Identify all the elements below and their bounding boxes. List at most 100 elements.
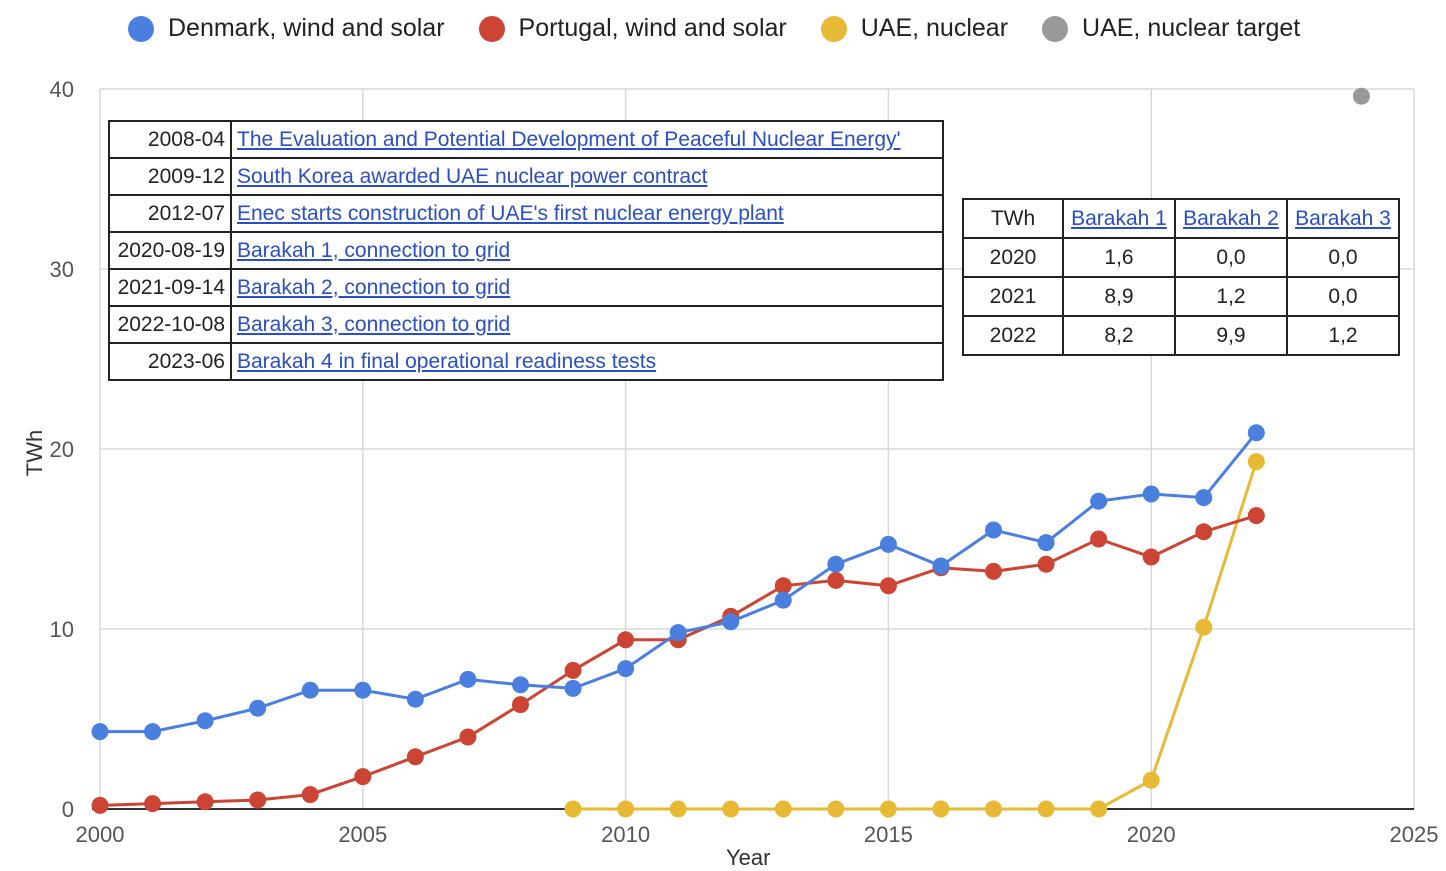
x-axis-title: Year — [726, 845, 771, 870]
legend-label: Denmark, wind and solar — [168, 14, 445, 42]
legend-item-portugal[interactable]: Portugal, wind and solar — [478, 14, 787, 43]
data-point — [879, 535, 897, 553]
legend-item-uae-nuclear[interactable]: UAE, nuclear — [820, 14, 1009, 43]
data-point — [1090, 492, 1108, 510]
data-point — [932, 800, 950, 818]
x-tick-label: 2000 — [76, 822, 125, 847]
data-point — [406, 748, 424, 766]
legend-item-uae-target[interactable]: UAE, nuclear target — [1042, 14, 1300, 43]
table-row: 2022-10-08 Barakah 3, connection to grid — [108, 305, 944, 344]
data-point — [774, 591, 792, 609]
data-point — [774, 800, 792, 818]
y-axis-title: TWh — [22, 429, 48, 477]
legend-label: UAE, nuclear — [860, 14, 1009, 42]
data-point — [1090, 530, 1108, 548]
data-point — [1195, 489, 1213, 507]
data-point — [617, 631, 635, 649]
data-point — [827, 800, 845, 818]
table-cell: 2022 — [962, 315, 1064, 356]
event-link[interactable]: Barakah 2, connection to grid — [237, 275, 511, 299]
data-point — [1090, 800, 1108, 818]
data-point — [354, 768, 372, 786]
x-tick-label: 2015 — [864, 822, 913, 847]
table-cell: 1,2 — [1286, 315, 1400, 356]
legend-item-denmark[interactable]: Denmark, wind and solar — [128, 14, 445, 43]
table-row: 2020 1,6 0,0 0,0 — [962, 237, 1400, 278]
table-cell: 2021 — [962, 276, 1064, 317]
data-point — [722, 800, 740, 818]
data-point — [1037, 800, 1055, 818]
table-row: 2012-07 Enec starts construction of UAE'… — [108, 194, 944, 233]
table-header-row: TWh Barakah 1 Barakah 2 Barakah 3 — [962, 198, 1400, 239]
legend: Denmark, wind and solar Portugal, wind a… — [128, 14, 1300, 43]
table-cell: 1,6 — [1062, 237, 1176, 278]
series — [91, 87, 1370, 818]
table-cell: 8,9 — [1062, 276, 1176, 317]
table-cell: 0,0 — [1286, 276, 1400, 317]
data-point — [669, 800, 687, 818]
event-date: 2012-07 — [108, 194, 232, 233]
column-header-link[interactable]: Barakah 3 — [1295, 206, 1391, 230]
event-link[interactable]: Enec starts construction of UAE's first … — [237, 201, 784, 225]
data-point — [144, 795, 162, 813]
table-cell: 9,9 — [1174, 315, 1288, 356]
table-cell: 8,2 — [1062, 315, 1176, 356]
x-tick-label: 2020 — [1127, 822, 1176, 847]
column-header-link[interactable]: Barakah 1 — [1071, 206, 1167, 230]
y-tick-label: 20 — [50, 437, 74, 462]
data-point — [459, 728, 477, 746]
legend-dot-icon — [1042, 15, 1069, 42]
data-point — [511, 696, 529, 714]
event-link[interactable]: Barakah 4 in final operational readiness… — [237, 349, 657, 373]
data-point — [354, 681, 372, 699]
data-point — [1142, 485, 1160, 503]
series-line — [573, 461, 1258, 811]
table-cell: 2020 — [962, 237, 1064, 278]
data-point — [301, 786, 319, 804]
data-point — [301, 681, 319, 699]
data-point — [1247, 507, 1265, 525]
data-point — [564, 800, 582, 818]
column-header: TWh — [962, 198, 1064, 239]
event-link[interactable]: Barakah 1, connection to grid — [237, 238, 511, 262]
y-tick-label: 10 — [50, 617, 74, 642]
event-date: 2022-10-08 — [108, 305, 232, 344]
data-point — [91, 796, 109, 814]
event-date: 2021-09-14 — [108, 268, 232, 307]
event-date: 2020-08-19 — [108, 231, 232, 270]
data-point — [985, 521, 1003, 539]
event-date: 2009-12 — [108, 157, 232, 196]
events-table: 2008-04 The Evaluation and Potential Dev… — [108, 120, 944, 381]
data-point — [564, 661, 582, 679]
legend-dot-icon — [478, 15, 505, 42]
data-point — [1247, 453, 1265, 471]
series-line — [100, 431, 1258, 734]
column-header-link[interactable]: Barakah 2 — [1183, 206, 1279, 230]
event-date: 2008-04 — [108, 120, 232, 159]
table-row: 2021 8,9 1,2 0,0 — [962, 276, 1400, 317]
data-point — [249, 791, 267, 809]
event-link[interactable]: The Evaluation and Potential Development… — [237, 127, 901, 151]
data-point — [1352, 87, 1370, 105]
data-point — [985, 800, 1003, 818]
legend-dot-icon — [820, 15, 847, 42]
data-point — [196, 793, 214, 811]
data-point — [406, 690, 424, 708]
data-point — [144, 723, 162, 741]
data-point — [722, 613, 740, 631]
data-point — [879, 800, 897, 818]
x-tick-label: 2025 — [1390, 822, 1439, 847]
event-link[interactable]: South Korea awarded UAE nuclear power co… — [237, 164, 708, 188]
data-point — [459, 670, 477, 688]
event-link[interactable]: Barakah 3, connection to grid — [237, 312, 511, 336]
legend-label: UAE, nuclear target — [1082, 14, 1301, 42]
axes: 0 10 20 30 40 2000 2005 2010 2015 2020 2025 — [50, 77, 1439, 847]
production-table: TWh Barakah 1 Barakah 2 Barakah 3 2020 1… — [962, 198, 1400, 356]
table-row: 2008-04 The Evaluation and Potential Dev… — [108, 120, 944, 159]
data-point — [669, 624, 687, 642]
data-point — [1195, 618, 1213, 636]
data-point — [1037, 534, 1055, 552]
data-point — [564, 679, 582, 697]
data-point — [617, 660, 635, 678]
data-point — [932, 557, 950, 575]
